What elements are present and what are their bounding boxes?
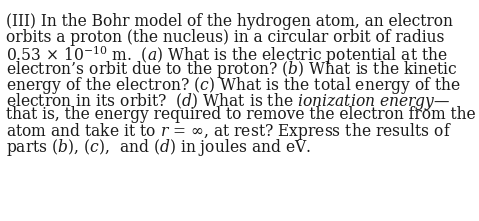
Text: energy of the electron? ($c$) What is the total energy of the: energy of the electron? ($c$) What is th…: [6, 75, 461, 96]
Text: orbits a proton (the nucleus) in a circular orbit of radius: orbits a proton (the nucleus) in a circu…: [6, 29, 445, 46]
Text: that is, the energy required to remove the electron from the: that is, the energy required to remove t…: [6, 106, 476, 123]
Text: parts ($b$), ($c$),  and ($d$) in joules and eV.: parts ($b$), ($c$), and ($d$) in joules …: [6, 137, 311, 158]
Text: electron in its orbit?  ($d$) What is the $\it{ionization\ energy}$—: electron in its orbit? ($d$) What is the…: [6, 91, 450, 112]
Text: atom and take it to $r$ = ∞, at rest? Express the results of: atom and take it to $r$ = ∞, at rest? Ex…: [6, 122, 452, 143]
Text: 0.53 × 10$^{-10}$ m.  ($a$) What is the electric potential at the: 0.53 × 10$^{-10}$ m. ($a$) What is the e…: [6, 44, 448, 67]
Text: electron’s orbit due to the proton? ($b$) What is the kinetic: electron’s orbit due to the proton? ($b$…: [6, 59, 458, 80]
Text: (III) In the Bohr model of the hydrogen atom, an electron: (III) In the Bohr model of the hydrogen …: [6, 13, 453, 30]
